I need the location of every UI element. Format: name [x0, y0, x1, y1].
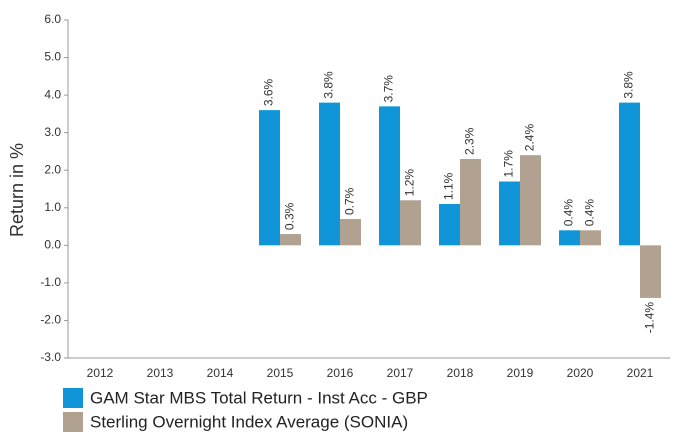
data-label: 3.8% — [322, 71, 336, 99]
bar — [460, 158, 481, 246]
bar — [640, 245, 661, 298]
data-label: 0.3% — [283, 202, 297, 230]
x-tick-label: 2013 — [147, 366, 174, 380]
bar — [559, 230, 580, 246]
bar — [619, 102, 640, 246]
x-tick-label: 2021 — [627, 366, 654, 380]
data-label: -1.4% — [643, 302, 657, 334]
x-tick-label: 2015 — [267, 366, 294, 380]
bar — [439, 204, 460, 246]
legend-swatch — [63, 412, 83, 432]
legend-swatch — [63, 388, 83, 408]
bar — [340, 219, 361, 246]
y-axis-label: Return in % — [7, 143, 27, 237]
y-tick-label: 4.0 — [44, 87, 61, 101]
data-label: 0.4% — [583, 199, 597, 227]
bar — [319, 102, 340, 246]
x-tick-label: 2020 — [567, 366, 594, 380]
x-tick-label: 2019 — [507, 366, 534, 380]
y-tick-label: 0.0 — [44, 238, 61, 252]
data-label: 2.4% — [523, 124, 537, 152]
bar — [520, 155, 541, 246]
data-label: 0.7% — [343, 187, 357, 215]
bar — [259, 110, 280, 246]
x-tick-label: 2018 — [447, 366, 474, 380]
data-label: 1.7% — [502, 150, 516, 178]
data-label: 3.8% — [622, 71, 636, 99]
y-tick-label: -1.0 — [40, 275, 61, 289]
x-tick-label: 2016 — [327, 366, 354, 380]
bar — [499, 181, 520, 246]
x-tick-label: 2014 — [207, 366, 234, 380]
y-tick-label: 1.0 — [44, 200, 61, 214]
y-tick-label: 6.0 — [44, 12, 61, 26]
bar — [580, 230, 601, 246]
bar — [280, 234, 301, 246]
x-tick-label: 2017 — [387, 366, 414, 380]
bar — [400, 200, 421, 246]
y-tick-label: 2.0 — [44, 162, 61, 176]
data-label: 1.2% — [403, 169, 417, 197]
x-tick-label: 2012 — [87, 366, 114, 380]
legend-label: Sterling Overnight Index Average (SONIA) — [90, 412, 408, 431]
y-tick-label: 3.0 — [44, 125, 61, 139]
data-label: 3.7% — [382, 75, 396, 103]
data-label: 2.3% — [463, 127, 477, 155]
data-label: 0.4% — [562, 199, 576, 227]
bar — [379, 106, 400, 246]
y-tick-label: -2.0 — [40, 313, 61, 327]
data-label: 1.1% — [442, 172, 456, 200]
y-tick-label: -3.0 — [40, 350, 61, 364]
legend-label: GAM Star MBS Total Return - Inst Acc - G… — [90, 388, 428, 407]
data-label: 3.6% — [262, 78, 276, 106]
y-tick-label: 5.0 — [44, 50, 61, 64]
